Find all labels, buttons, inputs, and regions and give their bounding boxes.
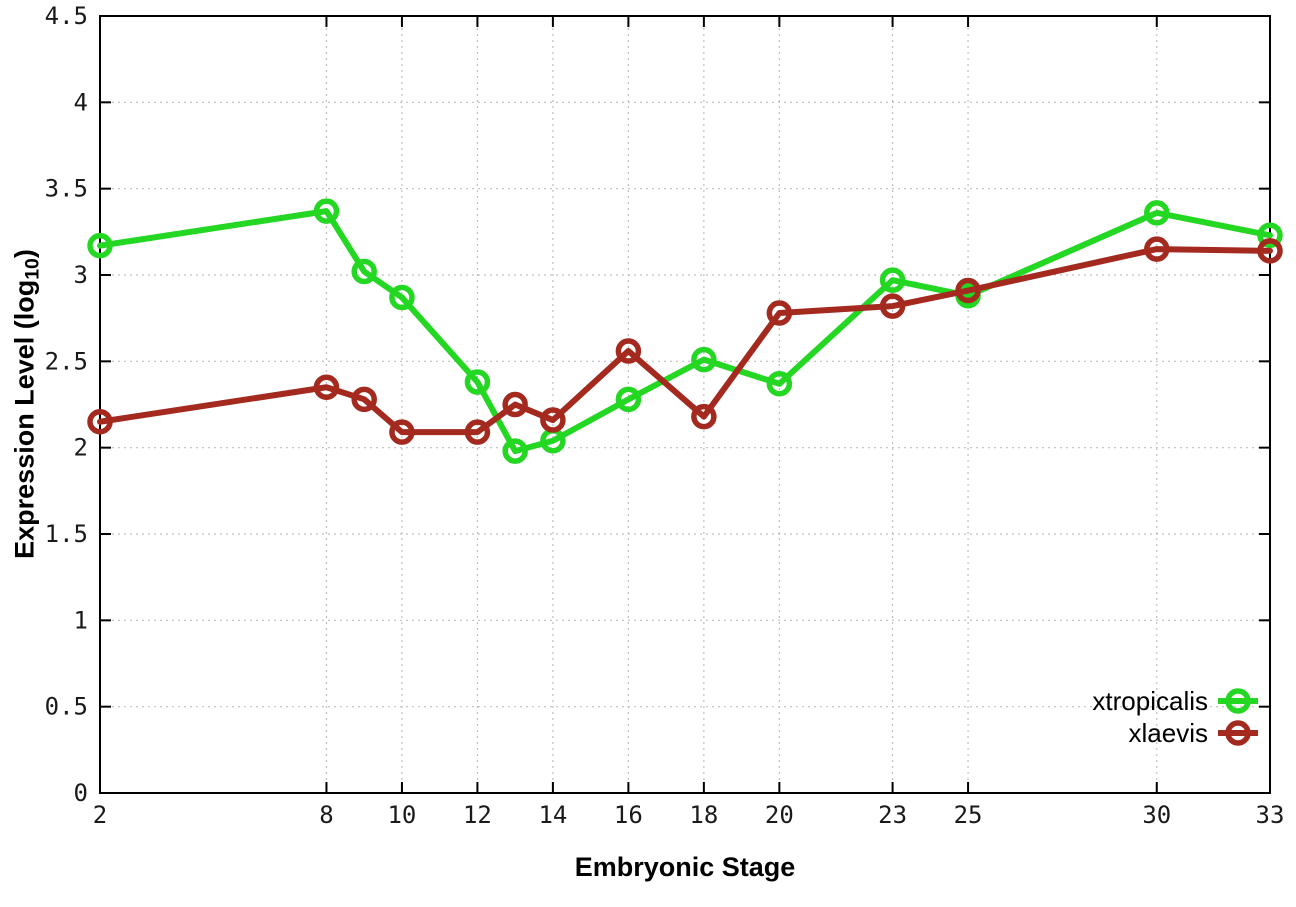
y-tick-label: 3 [74,261,88,289]
data-point-marker [87,409,113,435]
y-tick-label: 0.5 [45,693,88,721]
x-tick-label: 12 [463,801,492,829]
data-point-marker [691,346,717,373]
tick-labels: 0 0.5 1 1.5 2 2.5 3 3.5 4 4.5 2 8 10 12 14 16 18 20 23 25 30… [45,2,1285,829]
y-tick-label: 1.5 [45,520,88,548]
series-line-xlaevis [97,246,1273,436]
series-xlaevis [87,236,1283,445]
data-point-marker [615,338,642,364]
data-point-marker [766,300,793,326]
data-point-marker [1144,200,1170,226]
data-point-marker [464,369,491,395]
y-axis-title-subscript: 10 [21,258,44,280]
data-point-marker [351,386,377,413]
x-axis-title: Embryonic Stage [574,852,796,882]
data-point-marker [766,371,793,397]
x-tick-label: 16 [614,801,643,829]
data-point-marker [691,403,717,430]
plot-border [99,15,1271,794]
data-point-marker [615,386,642,413]
data-point-marker [502,391,528,418]
data-point-marker [313,374,340,400]
data-point-marker [351,258,377,285]
tick-marks [99,15,1271,794]
data-point-marker [879,293,906,319]
data-point-marker [464,419,491,445]
series-xtropicalis [87,198,1283,464]
y-tick-label: 4 [74,88,88,116]
x-tick-label: 10 [387,801,416,829]
data-point-marker [1257,222,1283,249]
x-tick-label: 33 [1256,801,1285,829]
y-axis-title-text: Expression Level (log10) [9,249,44,559]
legend-sample-marker [1225,720,1251,746]
x-tick-label: 25 [954,801,983,829]
data-point-marker [313,198,340,224]
series-line-xtropicalis [97,208,1273,455]
data-point-marker [87,232,113,259]
legend-item-xlaevis: xlaevis [1129,718,1258,748]
y-tick-label: 4.5 [45,2,88,30]
y-tick-label: 0 [74,779,88,807]
y-tick-label: 2 [74,434,88,462]
data-point-marker [540,407,566,433]
y-tick-label: 2.5 [45,347,88,375]
data-point-marker [955,277,981,304]
x-tick-label: 18 [689,801,718,829]
x-tick-label: 23 [878,801,907,829]
x-tick-label: 20 [765,801,794,829]
data-point-marker [1144,236,1170,262]
x-tick-label: 30 [1142,801,1171,829]
y-tick-label: 3.5 [45,175,88,203]
data-point-marker [389,284,415,311]
x-tick-label: 2 [93,801,107,829]
x-tick-label: 14 [538,801,567,829]
data-point-marker [879,267,906,293]
y-tick-label: 1 [74,606,88,634]
x-tick-label: 8 [319,801,333,829]
legend-sample-marker [1225,688,1251,714]
legend-item-xtropicalis: xtropicalis [1092,686,1258,716]
legend-label-xlaevis: xlaevis [1129,718,1208,748]
data-point-marker [502,438,528,464]
data-point-marker [1257,238,1283,264]
gridlines [100,16,1270,793]
data-point-marker [389,419,415,445]
legend-label-xtropicalis: xtropicalis [1092,686,1208,716]
